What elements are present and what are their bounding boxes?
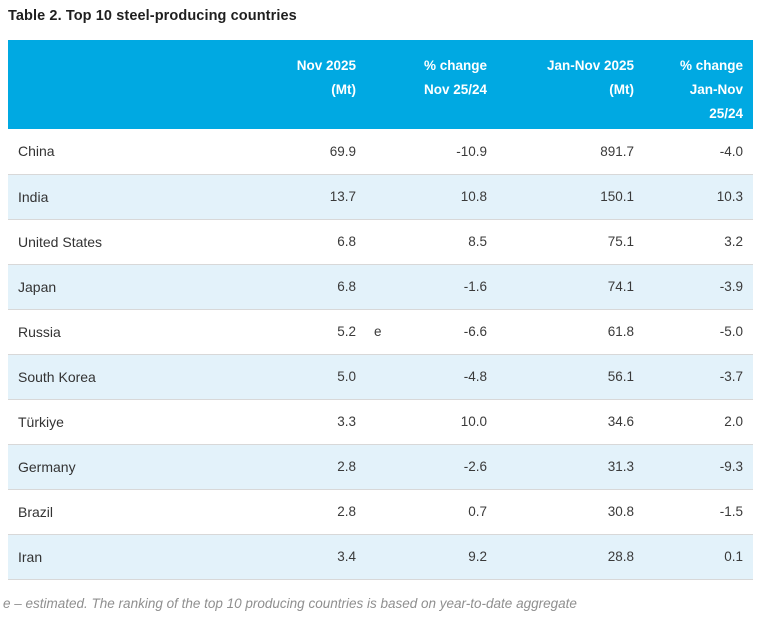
table-row: Japan 6.8 -1.6 74.1 -3.9 (8, 264, 753, 310)
pct-change-nov-cell: 0.7 (396, 489, 487, 535)
country-cell: China (8, 129, 178, 175)
table-row: Brazil 2.8 0.7 30.8 -1.5 (8, 489, 753, 535)
estimate-marker-cell: e (356, 309, 396, 355)
table-row: United States 6.8 8.5 75.1 3.2 (8, 219, 753, 265)
table-row: Türkiye 3.3 10.0 34.6 2.0 (8, 399, 753, 445)
pct-change-nov-cell: -6.6 (396, 309, 487, 355)
estimate-marker-cell (356, 264, 396, 310)
pct-change-nov-cell: 9.2 (396, 534, 487, 580)
nov-value-cell: 6.8 (178, 264, 356, 310)
pct-change-jan-nov-cell: -9.3 (634, 444, 753, 490)
header-country (8, 40, 178, 129)
nov-value-cell: 6.8 (178, 219, 356, 265)
header-pct-change-jan-nov: % change Jan-Nov 25/24 (634, 40, 753, 129)
pct-change-jan-nov-cell: -5.0 (634, 309, 753, 355)
estimate-marker-cell (356, 219, 396, 265)
jan-nov-value-cell: 61.8 (487, 309, 634, 355)
nov-value-cell: 5.0 (178, 354, 356, 400)
table-body: China 69.9 -10.9 891.7 -4.0 India 13.7 1… (8, 129, 753, 580)
jan-nov-value-cell: 150.1 (487, 174, 634, 220)
header-row: Nov 2025 (Mt) % change Nov 25/24 Jan-Nov… (8, 40, 753, 129)
pct-change-nov-cell: 10.0 (396, 399, 487, 445)
estimate-marker-cell (356, 534, 396, 580)
pct-change-jan-nov-cell: -3.9 (634, 264, 753, 310)
table-title: Table 2. Top 10 steel-producing countrie… (8, 8, 297, 24)
estimate-marker-cell (356, 354, 396, 400)
jan-nov-value-cell: 34.6 (487, 399, 634, 445)
estimate-marker-cell (356, 174, 396, 220)
nov-value-cell: 2.8 (178, 444, 356, 490)
nov-value-cell: 2.8 (178, 489, 356, 535)
jan-nov-value-cell: 28.8 (487, 534, 634, 580)
country-cell: Japan (8, 264, 178, 310)
pct-change-nov-cell: -10.9 (396, 129, 487, 175)
pct-change-nov-cell: -1.6 (396, 264, 487, 310)
pct-change-nov-cell: -4.8 (396, 354, 487, 400)
estimate-marker-cell (356, 444, 396, 490)
estimate-marker-cell (356, 129, 396, 175)
table-header: Nov 2025 (Mt) % change Nov 25/24 Jan-Nov… (8, 40, 753, 129)
pct-change-jan-nov-cell: -1.5 (634, 489, 753, 535)
jan-nov-value-cell: 891.7 (487, 129, 634, 175)
steel-production-table: Nov 2025 (Mt) % change Nov 25/24 Jan-Nov… (8, 40, 753, 580)
pct-change-jan-nov-cell: -4.0 (634, 129, 753, 175)
pct-change-jan-nov-cell: 10.3 (634, 174, 753, 220)
header-pct-change-nov: % change Nov 25/24 (396, 40, 487, 129)
country-cell: Russia (8, 309, 178, 355)
header-marker (356, 40, 396, 129)
pct-change-jan-nov-cell: 0.1 (634, 534, 753, 580)
country-cell: Türkiye (8, 399, 178, 445)
pct-change-nov-cell: -2.6 (396, 444, 487, 490)
footnote: e – estimated. The ranking of the top 10… (3, 595, 577, 611)
table-row: Iran 3.4 9.2 28.8 0.1 (8, 534, 753, 580)
jan-nov-value-cell: 75.1 (487, 219, 634, 265)
pct-change-jan-nov-cell: 3.2 (634, 219, 753, 265)
country-cell: Iran (8, 534, 178, 580)
nov-value-cell: 69.9 (178, 129, 356, 175)
header-nov-2025: Nov 2025 (Mt) (178, 40, 356, 129)
table-row: Germany 2.8 -2.6 31.3 -9.3 (8, 444, 753, 490)
table-row: South Korea 5.0 -4.8 56.1 -3.7 (8, 354, 753, 400)
table-row: China 69.9 -10.9 891.7 -4.0 (8, 129, 753, 175)
header-jan-nov-2025: Jan-Nov 2025 (Mt) (487, 40, 634, 129)
jan-nov-value-cell: 31.3 (487, 444, 634, 490)
country-cell: Brazil (8, 489, 178, 535)
nov-value-cell: 5.2 (178, 309, 356, 355)
country-cell: United States (8, 219, 178, 265)
nov-value-cell: 3.3 (178, 399, 356, 445)
country-cell: South Korea (8, 354, 178, 400)
estimate-marker-cell (356, 399, 396, 445)
nov-value-cell: 3.4 (178, 534, 356, 580)
jan-nov-value-cell: 74.1 (487, 264, 634, 310)
table-row: India 13.7 10.8 150.1 10.3 (8, 174, 753, 220)
pct-change-jan-nov-cell: 2.0 (634, 399, 753, 445)
table-row: Russia 5.2 e -6.6 61.8 -5.0 (8, 309, 753, 355)
jan-nov-value-cell: 30.8 (487, 489, 634, 535)
pct-change-nov-cell: 10.8 (396, 174, 487, 220)
pct-change-nov-cell: 8.5 (396, 219, 487, 265)
country-cell: India (8, 174, 178, 220)
pct-change-jan-nov-cell: -3.7 (634, 354, 753, 400)
estimate-marker-cell (356, 489, 396, 535)
nov-value-cell: 13.7 (178, 174, 356, 220)
country-cell: Germany (8, 444, 178, 490)
jan-nov-value-cell: 56.1 (487, 354, 634, 400)
